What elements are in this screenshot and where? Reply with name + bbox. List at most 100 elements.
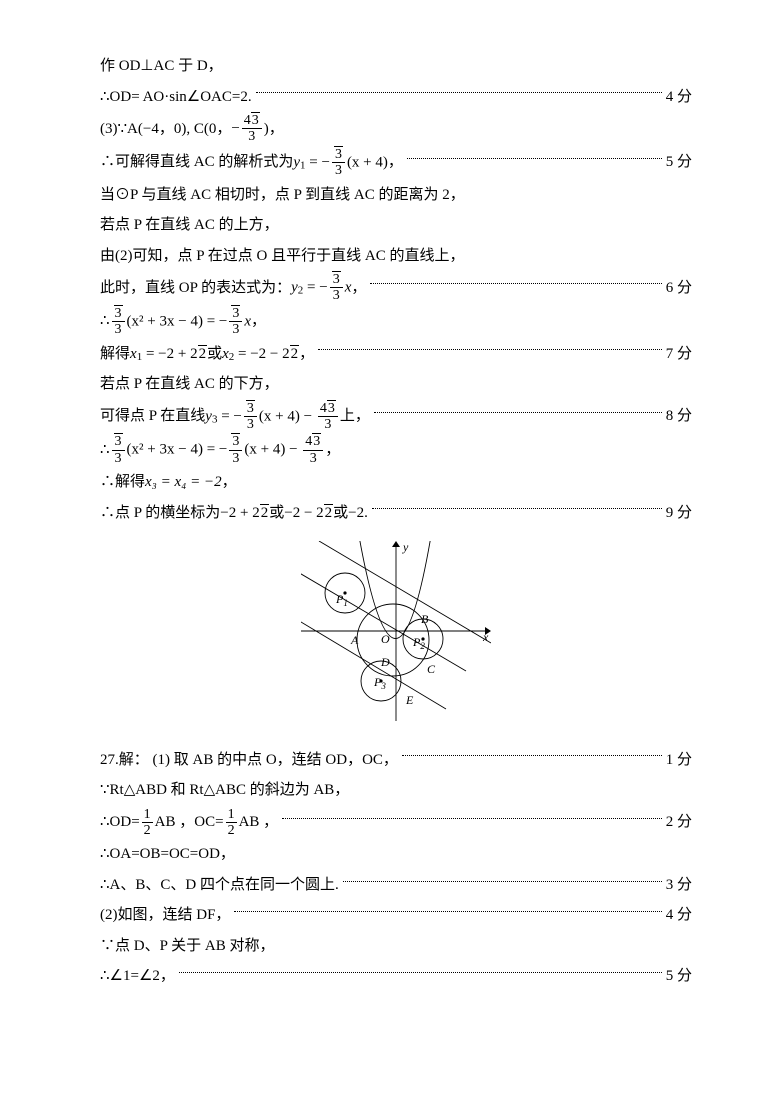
text: ，: [299, 340, 314, 369]
figure-svg: xyOABCDEP1P2P3: [301, 541, 491, 721]
text: ∴A、B、C、D 四个点在同一个圆上.: [100, 871, 339, 900]
svg-text:A: A: [350, 633, 359, 647]
text: (3)∵A(−4，0), C(0，: [100, 115, 231, 144]
score: 3 分: [666, 871, 692, 900]
dotted-fill: [256, 92, 662, 93]
text-line: ∴ 33(x² + 3x − 4) = −33x ，: [100, 306, 692, 338]
text: ，: [388, 148, 403, 177]
text: 或−2.: [333, 499, 368, 528]
math-expr: x₃ = x₄ = −2: [145, 468, 222, 497]
text: 作 OD⊥AC 于 D，: [100, 52, 223, 81]
text: 此时，直线 OP 的表达式为：: [100, 274, 291, 303]
text: 当⊙P 与直线 AC 相切时，点 P 到直线 AC 的距离为 2，: [100, 181, 465, 210]
math-expr: −2 − 22: [284, 499, 333, 528]
text: 27.解： (1) 取 AB 的中点 O，连结 OD，OC，: [100, 746, 398, 775]
score: 5 分: [666, 962, 692, 991]
text: 若点 P 在直线 AC 的上方，: [100, 211, 279, 240]
text-line: ∵Rt△ABD 和 Rt△ABC 的斜边为 AB，: [100, 776, 692, 805]
text-line: ∴点 P 的横坐标为 −2 + 22 或 −2 − 22 或−2. 9 分: [100, 499, 692, 528]
math-expr: y2 = −33x: [291, 272, 351, 304]
text: ∴: [100, 436, 110, 465]
text-line: ∴∠1=∠2， 5 分: [100, 962, 692, 991]
score: 4 分: [666, 83, 692, 112]
score: 7 分: [666, 340, 692, 369]
text: ∴OD= AO·sin∠OAC=2.: [100, 83, 252, 112]
svg-text:E: E: [405, 693, 414, 707]
score: 9 分: [666, 499, 692, 528]
text-line: ∴A、B、C、D 四个点在同一个圆上. 3 分: [100, 871, 692, 900]
math-expr: −2 + 22: [220, 499, 269, 528]
geometry-figure: xyOABCDEP1P2P3: [100, 541, 692, 732]
text-line: 作 OD⊥AC 于 D，: [100, 52, 692, 81]
text-line: 若点 P 在直线 AC 的上方，: [100, 211, 692, 240]
text-line: 当⊙P 与直线 AC 相切时，点 P 到直线 AC 的距离为 2，: [100, 181, 692, 210]
text: 若点 P 在直线 AC 的下方，: [100, 370, 279, 399]
text: ，: [325, 436, 340, 465]
text: ∴可解得直线 AC 的解析式为: [100, 148, 293, 177]
score: 8 分: [666, 402, 692, 431]
score: 1 分: [666, 746, 692, 775]
text-line: ∴OD= 12 AB ，OC= 12 AB ， 2 分: [100, 807, 692, 839]
text-line: 此时，直线 OP 的表达式为： y2 = −33x ， 6 分: [100, 272, 692, 304]
dotted-fill: [282, 818, 662, 819]
dotted-fill: [343, 881, 662, 882]
score: 5 分: [666, 148, 692, 177]
text: ∴解得: [100, 468, 145, 497]
text-line: 若点 P 在直线 AC 的下方，: [100, 370, 692, 399]
text-line: 由(2)可知，点 P 在过点 O 且平行于直线 AC 的直线上，: [100, 242, 692, 271]
text-line: 解得 x1 = −2 + 22 或 x2 = −2 − 22 ， 7 分: [100, 340, 692, 369]
text: ∵点 D、P 关于 AB 对称，: [100, 932, 274, 961]
text-line: ∴ 33(x² + 3x − 4) = −33(x + 4) − 433 ，: [100, 434, 692, 466]
math-expr: y3 = −33(x + 4) − 433: [205, 401, 340, 433]
score: 4 分: [666, 901, 692, 930]
svg-text:O: O: [381, 632, 390, 646]
score: 6 分: [666, 274, 692, 303]
math-expr: 33(x² + 3x − 4) = −33(x + 4) − 433: [110, 434, 326, 466]
text-line: ∴可解得直线 AC 的解析式为 y1 = −33(x + 4) ， 5 分: [100, 147, 692, 179]
dotted-fill: [374, 412, 662, 413]
svg-text:x: x: [482, 630, 489, 644]
math-expr: 33(x² + 3x − 4) = −33x: [110, 306, 252, 338]
text: 或: [269, 499, 284, 528]
dotted-fill: [372, 508, 662, 509]
dotted-fill: [179, 972, 662, 973]
dotted-fill: [234, 911, 661, 912]
svg-text:P1: P1: [335, 592, 348, 608]
text: ∴∠1=∠2，: [100, 962, 175, 991]
text: 或: [207, 340, 222, 369]
math-expr: x2 = −2 − 22: [222, 340, 299, 369]
math-expr: x1 = −2 + 22: [130, 340, 207, 369]
text: ∵Rt△ABD 和 Rt△ABC 的斜边为 AB，: [100, 776, 349, 805]
dotted-fill: [318, 349, 662, 350]
text-line: ∵点 D、P 关于 AB 对称，: [100, 932, 692, 961]
text: (2)如图，连结 DF，: [100, 901, 230, 930]
text: ，: [251, 307, 266, 336]
svg-text:B: B: [421, 612, 429, 626]
text: 上，: [340, 402, 370, 431]
math-expr: −433: [231, 113, 263, 145]
dotted-fill: [407, 158, 662, 159]
svg-text:D: D: [380, 655, 390, 669]
text: AB ，: [239, 808, 279, 837]
text: ，: [351, 274, 366, 303]
svg-text:P3: P3: [373, 675, 386, 691]
text: ，: [222, 468, 237, 497]
text: ∴: [100, 307, 110, 336]
text-line: ∴OD= AO·sin∠OAC=2. 4 分: [100, 83, 692, 112]
text: )，: [264, 115, 284, 144]
text: ∴OD=: [100, 808, 140, 837]
text: ∴OA=OB=OC=OD，: [100, 840, 235, 869]
text-line: (2)如图，连结 DF， 4 分: [100, 901, 692, 930]
text-line: (3)∵A(−4，0), C(0， −433 )，: [100, 113, 692, 145]
dotted-fill: [402, 755, 662, 756]
text-line: 27.解： (1) 取 AB 的中点 O，连结 OD，OC， 1 分: [100, 746, 692, 775]
dotted-fill: [370, 283, 661, 284]
text: 可得点 P 在直线: [100, 402, 205, 431]
text: 由(2)可知，点 P 在过点 O 且平行于直线 AC 的直线上，: [100, 242, 464, 271]
math-expr: y1 = −33(x + 4): [293, 147, 388, 179]
text-line: 可得点 P 在直线 y3 = −33(x + 4) − 433 上， 8 分: [100, 401, 692, 433]
score: 2 分: [666, 808, 692, 837]
text: ∴点 P 的横坐标为: [100, 499, 220, 528]
svg-text:C: C: [427, 662, 436, 676]
text: AB ，OC=: [155, 808, 224, 837]
